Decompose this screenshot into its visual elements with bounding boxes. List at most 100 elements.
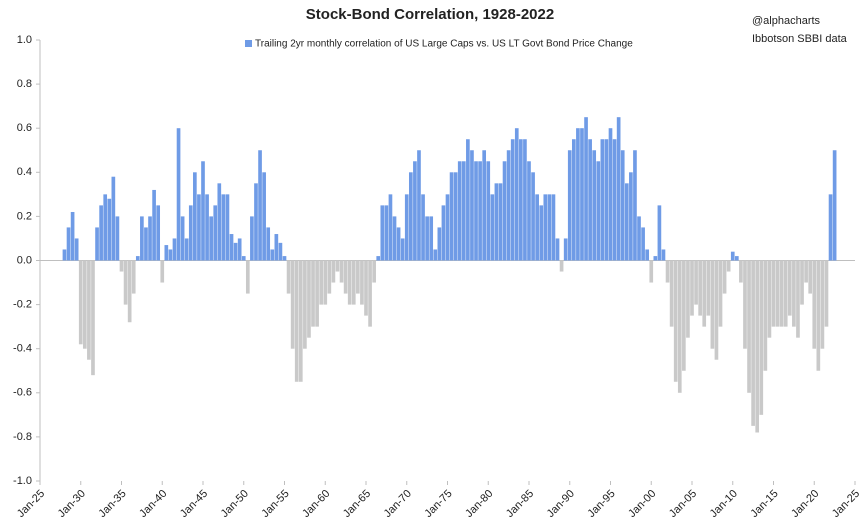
- bar: [400, 238, 405, 261]
- x-tick-label: Jan-40: [137, 488, 169, 520]
- y-tick-label: -0.2: [13, 299, 32, 311]
- bar: [747, 260, 751, 393]
- x-tick-label: Jan-35: [96, 488, 128, 520]
- bar: [523, 139, 527, 261]
- bar: [217, 183, 222, 261]
- bar: [193, 172, 197, 261]
- bar: [816, 260, 821, 371]
- bar: [164, 245, 169, 261]
- bar: [107, 198, 112, 261]
- bar: [250, 216, 254, 261]
- bar: [339, 260, 344, 283]
- y-tick-label: -0.6: [13, 387, 32, 399]
- bar: [233, 242, 238, 261]
- bar: [645, 249, 650, 261]
- bar: [335, 260, 340, 272]
- bar: [144, 227, 148, 261]
- bar: [319, 260, 324, 305]
- x-tick-label: Jan-45: [178, 488, 210, 520]
- bar: [743, 260, 747, 349]
- bar: [637, 216, 641, 261]
- x-tick-label: Jan-50: [219, 488, 251, 520]
- bar: [115, 216, 120, 261]
- bar: [364, 260, 368, 316]
- bar: [714, 260, 719, 360]
- bar: [730, 251, 735, 261]
- x-tick-label: Jan-30: [56, 488, 88, 520]
- bar: [62, 249, 67, 261]
- bar: [690, 260, 694, 316]
- bar: [205, 194, 209, 261]
- bar: [710, 260, 715, 349]
- bar: [408, 172, 413, 261]
- bar: [156, 205, 161, 261]
- bar: [103, 194, 108, 261]
- bar: [180, 216, 185, 261]
- bar: [828, 194, 833, 261]
- bar: [266, 227, 271, 261]
- bar: [584, 117, 588, 261]
- bar: [131, 260, 136, 294]
- bar: [347, 260, 352, 305]
- bar: [95, 227, 99, 261]
- bar: [800, 260, 804, 305]
- bar: [290, 260, 295, 349]
- bar: [612, 139, 617, 261]
- bar: [152, 189, 156, 261]
- bar: [449, 172, 454, 261]
- bar: [392, 216, 397, 261]
- bar: [282, 256, 287, 261]
- bar: [543, 194, 548, 261]
- bar: [384, 205, 389, 261]
- bar: [775, 260, 780, 327]
- bar: [148, 216, 152, 261]
- bar: [356, 260, 360, 294]
- bar: [832, 150, 837, 261]
- bar: [718, 260, 723, 327]
- bar: [168, 249, 173, 261]
- bar: [351, 260, 356, 305]
- bar: [734, 256, 739, 261]
- bar: [592, 150, 597, 261]
- x-tick-label: Jan-25: [830, 488, 862, 520]
- bar: [429, 216, 434, 261]
- x-tick-label: Jan-85: [504, 488, 536, 520]
- bar: [91, 260, 95, 376]
- bar: [315, 260, 319, 327]
- bar: [127, 260, 132, 323]
- bar: [343, 260, 348, 294]
- x-tick-label: Jan-90: [545, 488, 577, 520]
- y-tick-label: 0.2: [17, 210, 32, 222]
- bar: [641, 227, 645, 261]
- y-tick-label: 0.8: [17, 78, 32, 90]
- bar: [453, 172, 458, 261]
- bar: [706, 260, 711, 316]
- bar: [298, 260, 303, 382]
- bar: [616, 117, 621, 261]
- bar: [600, 139, 605, 261]
- bar: [494, 183, 499, 261]
- bar: [201, 161, 205, 261]
- bar: [702, 260, 707, 327]
- bar: [629, 172, 633, 261]
- bar: [70, 211, 75, 261]
- bar: [673, 260, 678, 382]
- chart-title: Stock-Bond Correlation, 1928-2022: [306, 6, 554, 23]
- bar: [576, 128, 580, 261]
- bar: [413, 161, 417, 261]
- y-tick-label: -0.8: [13, 431, 32, 443]
- bar: [209, 216, 213, 261]
- bar: [294, 260, 299, 382]
- bar: [555, 238, 560, 261]
- x-tick-label: Jan-65: [341, 488, 373, 520]
- bar: [539, 205, 544, 261]
- bar: [771, 260, 776, 327]
- bar: [135, 256, 140, 261]
- bar: [580, 128, 584, 261]
- bar: [372, 260, 376, 283]
- x-tick-label: Jan-05: [667, 488, 699, 520]
- bar: [254, 183, 258, 261]
- bar: [824, 260, 829, 327]
- bar: [425, 216, 429, 261]
- bar: [527, 161, 531, 261]
